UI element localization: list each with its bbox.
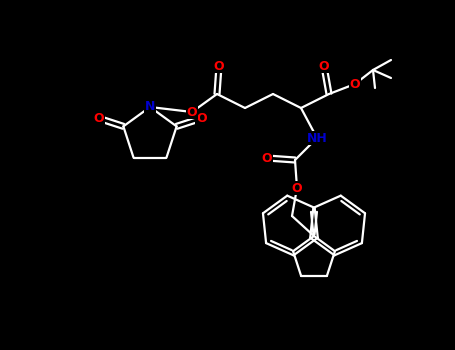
Text: O: O (318, 60, 329, 72)
Text: O: O (196, 112, 207, 125)
Text: O: O (350, 77, 360, 91)
Text: NH: NH (307, 132, 328, 145)
Text: O: O (262, 152, 272, 164)
Text: O: O (187, 105, 197, 119)
Text: O: O (93, 112, 104, 125)
Text: O: O (214, 60, 224, 72)
Text: N: N (145, 100, 155, 113)
Text: O: O (292, 182, 302, 195)
